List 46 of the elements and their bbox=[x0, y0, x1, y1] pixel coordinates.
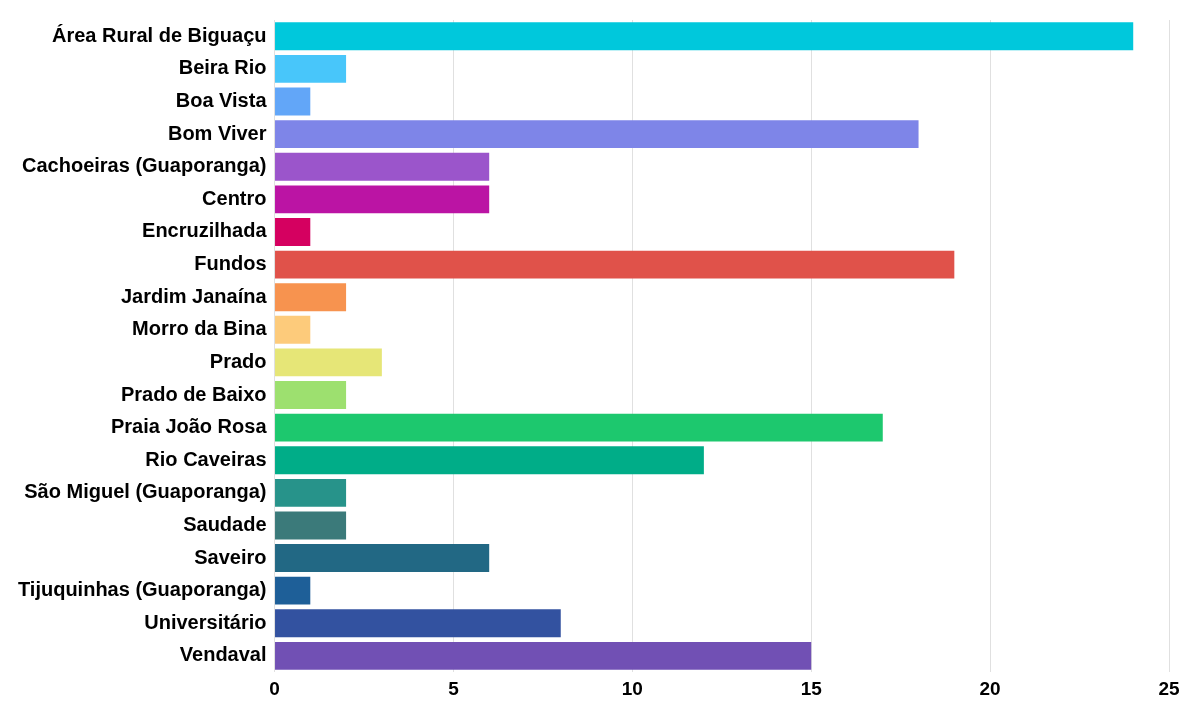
bar bbox=[275, 446, 704, 475]
y-tick-label: Bom Viver bbox=[167, 121, 267, 144]
bar bbox=[275, 478, 347, 507]
y-tick-label: Saudade bbox=[183, 512, 267, 535]
bar bbox=[275, 152, 490, 181]
y-tick-label: Área Rural de Biguaçu bbox=[52, 23, 267, 46]
x-tick-label: 25 bbox=[1158, 677, 1180, 699]
x-tick-label: 10 bbox=[621, 677, 643, 699]
bar bbox=[275, 544, 490, 573]
y-tick-label: Prado de Baixo bbox=[120, 382, 267, 405]
y-tick-label: Rio Caveiras bbox=[145, 447, 267, 470]
y-tick-label: Boa Vista bbox=[175, 89, 268, 112]
bar bbox=[275, 22, 1134, 51]
y-tick-label: Vendaval bbox=[179, 643, 267, 666]
bar bbox=[275, 120, 919, 149]
bar bbox=[275, 381, 347, 409]
bar bbox=[275, 609, 561, 638]
bar bbox=[275, 315, 311, 344]
y-tick-label: Saveiro bbox=[194, 545, 267, 568]
x-tick-label: 15 bbox=[800, 677, 823, 699]
x-tick-label: 0 bbox=[269, 677, 280, 699]
x-tick-label: 5 bbox=[448, 677, 460, 699]
y-tick-label: Prado bbox=[209, 349, 267, 372]
y-tick-label: Centro bbox=[202, 186, 267, 209]
y-tick-label: Cachoeiras (Guaporanga) bbox=[22, 154, 267, 177]
bar bbox=[275, 413, 883, 442]
bar bbox=[275, 218, 311, 246]
x-tick-label: 20 bbox=[979, 677, 1001, 699]
bar bbox=[275, 87, 311, 116]
bar bbox=[275, 185, 490, 214]
bar bbox=[275, 576, 311, 605]
bar bbox=[275, 283, 347, 312]
y-tick-label: São Miguel (Guaporanga) bbox=[24, 480, 267, 503]
bar bbox=[275, 54, 347, 83]
y-tick-label: Universitário bbox=[144, 610, 267, 633]
y-tick-label: Encruzilhada bbox=[142, 219, 268, 242]
bar bbox=[275, 348, 382, 377]
y-tick-label: Praia João Rosa bbox=[110, 415, 268, 438]
y-tick-label: Morro da Bina bbox=[132, 317, 268, 340]
bar bbox=[275, 511, 347, 540]
bar bbox=[275, 641, 812, 670]
y-tick-label: Fundos bbox=[194, 252, 267, 275]
y-tick-label: Jardim Janaína bbox=[120, 284, 268, 307]
y-tick-label: Beira Rio bbox=[178, 56, 267, 79]
y-tick-label: Tijuquinhas (Guaporanga) bbox=[17, 578, 267, 601]
bar bbox=[275, 250, 955, 279]
